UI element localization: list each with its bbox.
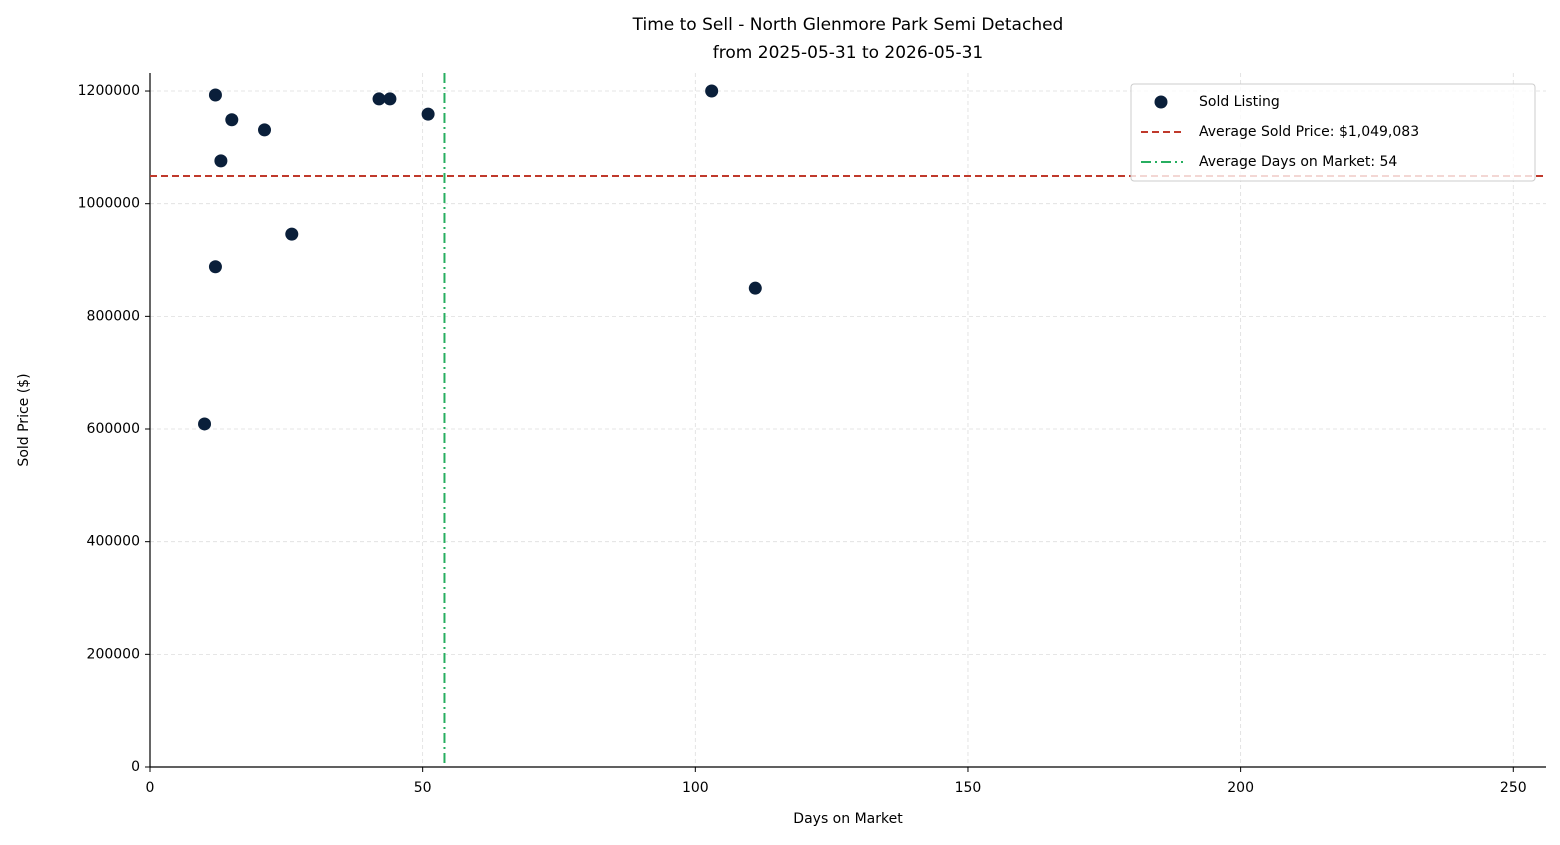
point: [705, 84, 719, 98]
point: [198, 417, 212, 431]
legend-frame: [1130, 83, 1536, 182]
y-tick-label: 1000000: [78, 196, 140, 212]
x-tick-label: 150: [955, 780, 982, 796]
y-axis-label: Sold Price ($): [16, 373, 32, 466]
point: [285, 227, 299, 241]
x-tick-label: 50: [414, 780, 432, 796]
y-tick-label: 600000: [87, 421, 140, 437]
legend-label: Average Days on Market: 54: [1199, 154, 1397, 170]
y-tick-label: 1200000: [78, 83, 140, 99]
x-tick-label: 200: [1227, 780, 1254, 796]
y-tick-label: 800000: [87, 308, 140, 324]
legend-label: Sold Listing: [1199, 94, 1280, 110]
chart-title: Time to Sell - North Glenmore Park Semi …: [632, 15, 1064, 35]
point: [208, 260, 222, 274]
x-tick-label: 250: [1500, 780, 1527, 796]
y-tick-label: 0: [131, 759, 140, 775]
point: [383, 92, 397, 106]
point: [372, 92, 386, 106]
point: [208, 88, 222, 102]
x-tick-label: 0: [146, 780, 155, 796]
legend-marker: [1154, 95, 1168, 109]
chart-subtitle: from 2025-05-31 to 2026-05-31: [713, 43, 983, 63]
y-tick-label: 400000: [87, 534, 140, 550]
point: [421, 107, 435, 121]
x-axis-label: Days on Market: [793, 811, 903, 827]
x-tick-label: 100: [682, 780, 709, 796]
y-tick-label: 200000: [87, 646, 140, 662]
point: [748, 281, 762, 295]
point: [225, 113, 239, 127]
point: [258, 123, 272, 137]
point: [214, 154, 228, 168]
legend-label: Average Sold Price: $1,049,083: [1199, 124, 1419, 140]
